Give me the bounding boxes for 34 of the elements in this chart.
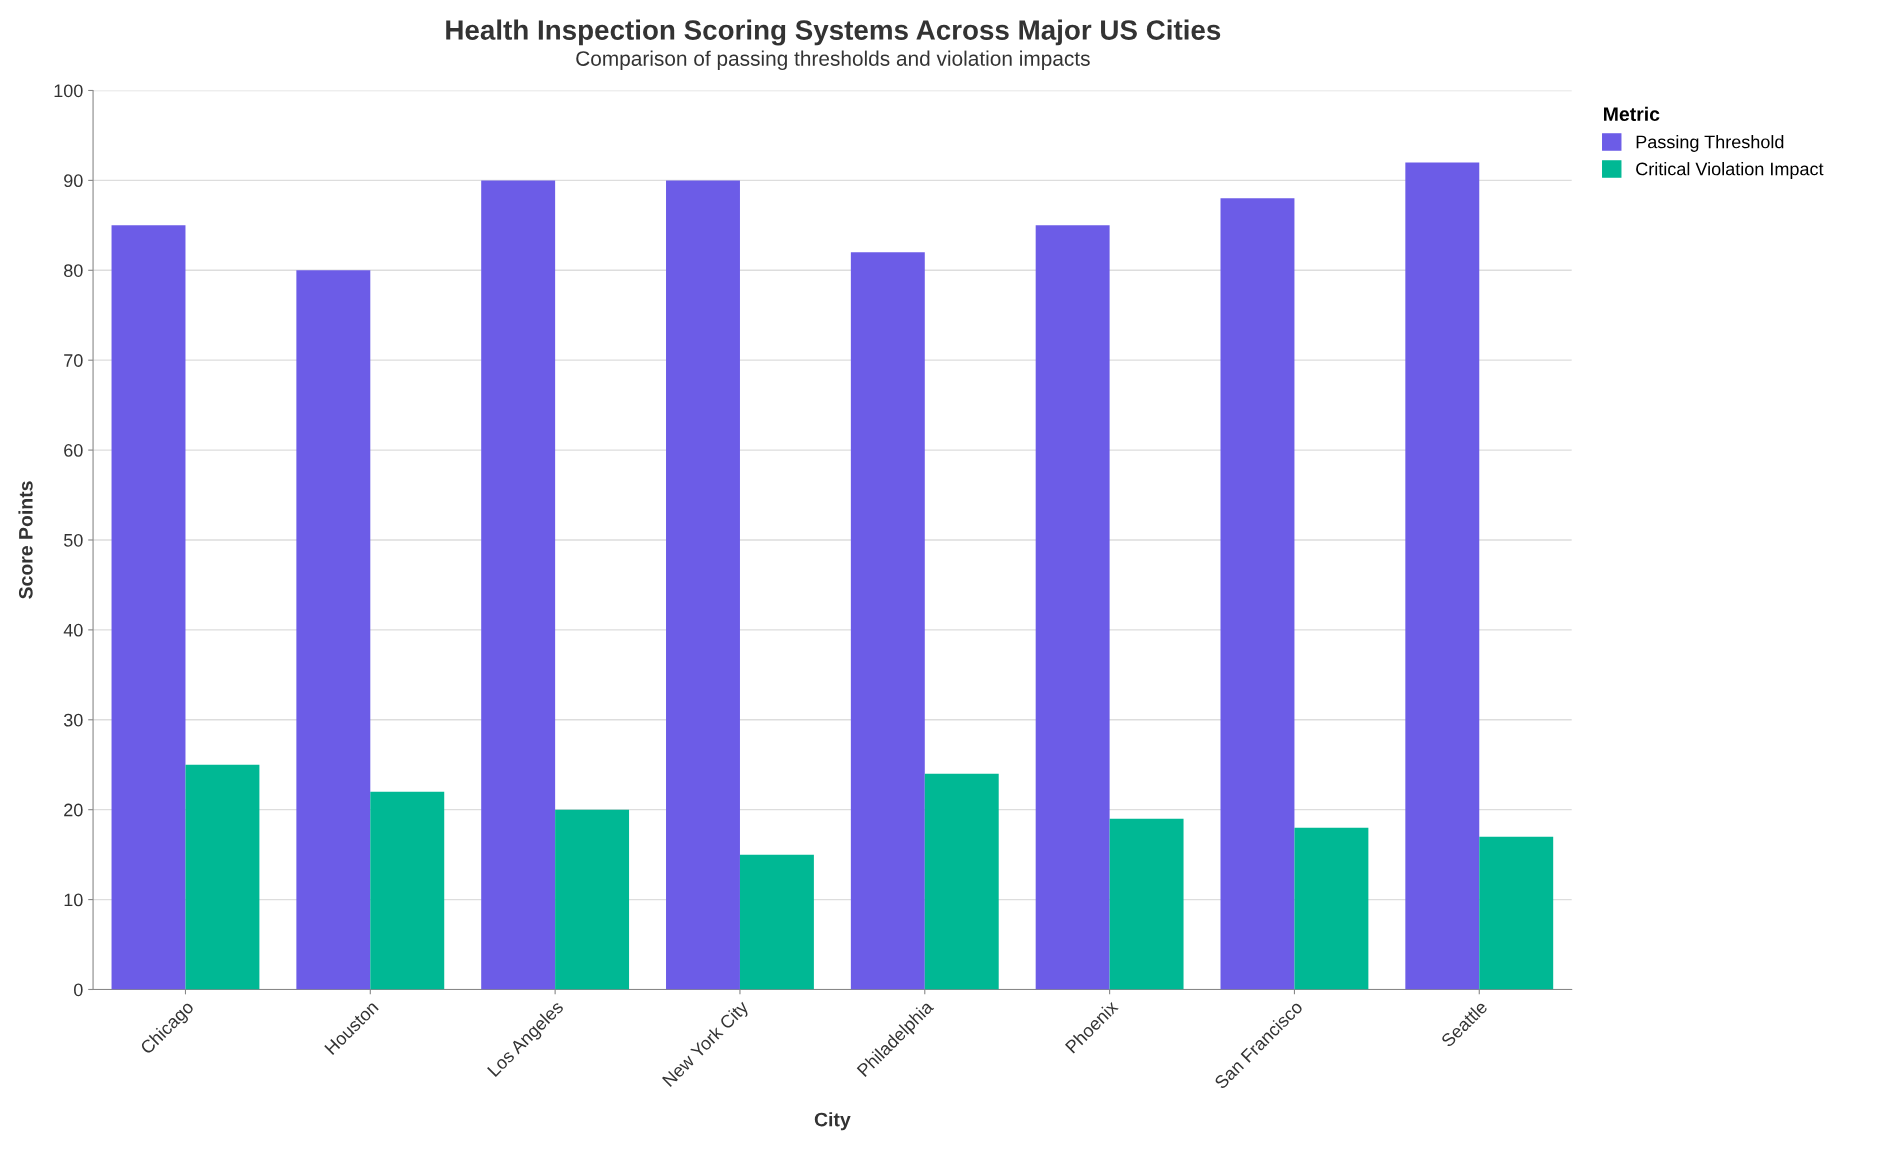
chart-subtitle: Comparison of passing thresholds and violation impacts [576, 50, 1090, 71]
bar [1035, 225, 1110, 990]
bar [296, 270, 371, 990]
y-tick-label: 30 [63, 713, 83, 727]
y-axis-title: Score Points [18, 481, 33, 599]
bar [850, 252, 925, 990]
legend-title: Metric [1604, 106, 1660, 122]
bar [1220, 198, 1295, 990]
bar [1109, 818, 1184, 990]
y-tick-label: 60 [64, 444, 83, 457]
bar [111, 225, 186, 990]
y-tick-label: 40 [63, 623, 83, 637]
bar [1405, 162, 1480, 990]
bar [739, 854, 814, 990]
y-tick-label: 50 [63, 533, 83, 547]
x-axis-title: City [814, 1112, 851, 1131]
y-tick-label: 0 [74, 983, 83, 997]
bar [1294, 827, 1369, 990]
y-tick-label: 10 [64, 893, 83, 907]
y-tick-label: 80 [64, 264, 83, 277]
chart-title: Health Inspection Scoring Systems Across Major US Cities [446, 19, 1221, 46]
y-tick-label: 20 [64, 803, 83, 817]
y-tick-label: 100 [54, 84, 83, 98]
bar [924, 773, 999, 990]
y-tick-label: 90 [64, 174, 83, 188]
bar [185, 764, 260, 990]
bar [666, 180, 740, 990]
y-tick-label: 70 [64, 354, 83, 367]
legend-label: Critical Violation Impact [1636, 162, 1824, 179]
bar [555, 809, 630, 990]
bar [370, 791, 445, 990]
legend-label: Passing Threshold [1636, 135, 1784, 152]
bar [481, 180, 556, 990]
bar [1479, 836, 1554, 990]
